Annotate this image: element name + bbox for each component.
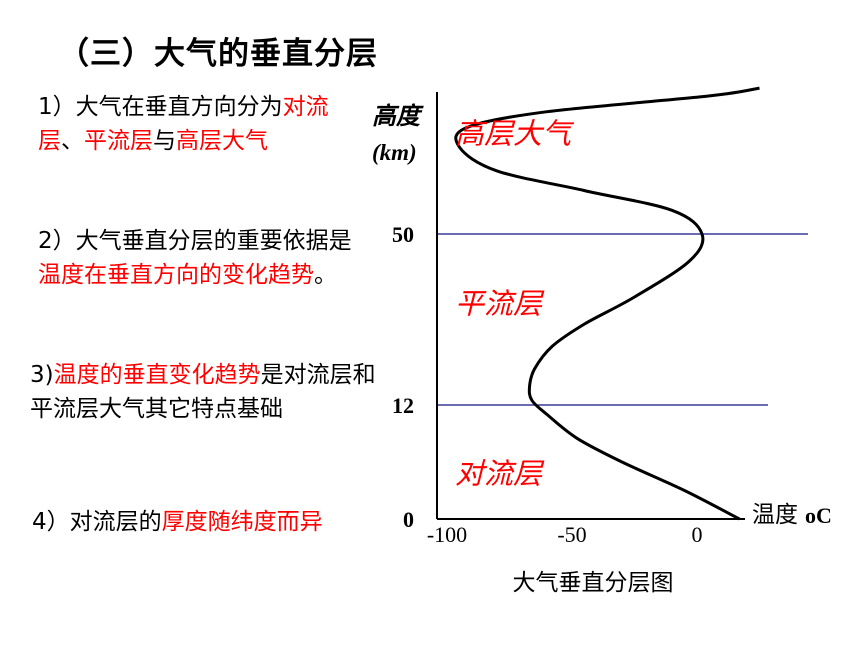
x-tick-label: -100 (427, 522, 467, 547)
y-tick-labels: 0 12 50 (392, 222, 414, 532)
point-text: 与 (153, 128, 176, 154)
x-axis-unit: oC (805, 503, 832, 528)
highlight-text: 温度的垂直变化趋势 (53, 362, 261, 388)
y-axis-label: 高度 (372, 103, 424, 130)
point-2: 2）大气垂直分层的重要依据是温度在垂直方向的变化趋势。 (38, 224, 368, 292)
point-text: 、 (61, 128, 84, 154)
point-text: 4）对流层的 (32, 509, 162, 535)
y-tick-label: 0 (403, 507, 414, 532)
chart-title: 大气垂直分层图 (513, 570, 674, 596)
layer-label: 平流层 (455, 287, 545, 321)
layer-labels: 对流层 平流层 高层大气 (455, 116, 575, 490)
point-text: 1）大气在垂直方向分为 (38, 94, 283, 120)
point-text: 3) (30, 362, 54, 388)
highlight-text: 厚度随纬度而异 (161, 509, 323, 535)
x-tick-labels: -100 -50 0 (427, 522, 703, 547)
point-text: 是对流层和平流层大气其它特点基础 (30, 362, 376, 422)
highlight-text: 对流层 (38, 94, 329, 154)
highlight-text: 高层大气 (176, 128, 268, 154)
layer-label: 高层大气 (455, 116, 575, 150)
highlight-text: 平流层 (84, 128, 153, 154)
x-axis-label: 温度 (752, 502, 798, 527)
x-tick-label: 0 (692, 522, 703, 547)
highlight-text: 温度在垂直方向的变化趋势 (38, 262, 314, 288)
page-title: （三）大气的垂直分层 (58, 36, 378, 72)
y-axis-unit: (km) (372, 140, 417, 165)
point-1: 1）大气在垂直方向分为对流层、平流层与高层大气 (38, 90, 338, 158)
layer-label: 对流层 (455, 457, 545, 491)
y-tick-label: 50 (392, 222, 414, 247)
temperature-curve (454, 86, 760, 521)
point-text: 2）大气垂直分层的重要依据是 (38, 228, 352, 254)
x-tick-label: -50 (557, 522, 586, 547)
point-3: 3)温度的垂直变化趋势是对流层和平流层大气其它特点基础 (30, 358, 380, 426)
layer-boundaries (437, 233, 808, 406)
y-tick-label: 12 (392, 393, 414, 418)
point-4: 4）对流层的厚度随纬度而异 (32, 505, 372, 539)
point-text: 。 (314, 262, 337, 288)
